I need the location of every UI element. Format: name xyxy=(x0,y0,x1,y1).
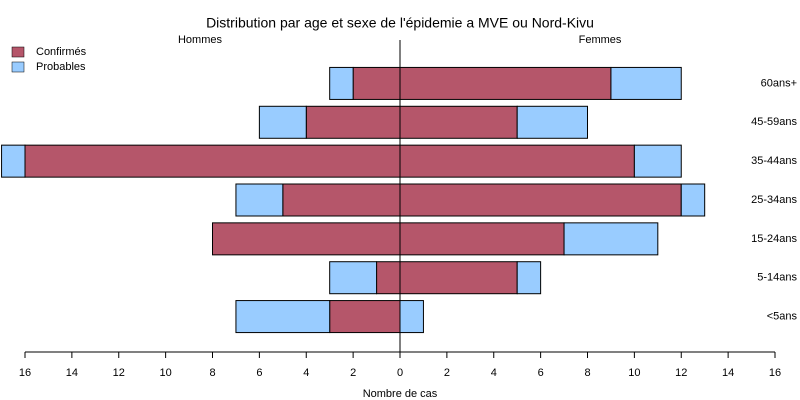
bar xyxy=(282,183,401,217)
x-tick-label: 0 xyxy=(397,367,403,379)
bar xyxy=(258,105,307,139)
bar xyxy=(680,183,706,217)
bar xyxy=(399,105,518,139)
legend-swatch xyxy=(11,46,25,58)
bar xyxy=(235,300,331,334)
bar xyxy=(376,261,401,295)
legend-swatch xyxy=(11,61,25,73)
bar xyxy=(1,144,26,178)
x-tick-label: 6 xyxy=(256,367,262,379)
category-label: 60ans+ xyxy=(761,77,797,89)
bar xyxy=(329,300,401,334)
chart-title: Distribution par age et sexe de l'épidem… xyxy=(206,15,594,31)
x-tick-label: 10 xyxy=(160,367,172,379)
bar xyxy=(235,183,284,217)
category-label: 35-44ans xyxy=(751,155,797,167)
x-tick-label: 16 xyxy=(769,367,781,379)
x-tick-label: 14 xyxy=(722,367,734,379)
bar xyxy=(399,300,424,334)
bar xyxy=(633,144,682,178)
x-axis-label: Nombre de cas xyxy=(363,388,438,400)
bar xyxy=(399,261,518,295)
bar xyxy=(563,222,659,256)
x-tick-label: 12 xyxy=(113,367,125,379)
category-label: 5-14ans xyxy=(757,272,797,284)
x-tick-label: 8 xyxy=(584,367,590,379)
bar xyxy=(352,66,401,100)
left-label: Hommes xyxy=(178,34,223,46)
x-tick-label: 12 xyxy=(675,367,687,379)
x-tick-label: 4 xyxy=(303,367,309,379)
category-label: 25-34ans xyxy=(751,194,797,206)
category-label: <5ans xyxy=(767,310,798,322)
bar xyxy=(516,105,588,139)
legend-label: Confirmés xyxy=(36,46,87,58)
bar xyxy=(399,144,635,178)
bar xyxy=(305,105,401,139)
legend-label: Probables xyxy=(36,61,86,73)
bar xyxy=(516,261,542,295)
x-tick-label: 10 xyxy=(628,367,640,379)
category-label: 15-24ans xyxy=(751,233,797,245)
x-tick-label: 2 xyxy=(350,367,356,379)
bar xyxy=(610,66,682,100)
x-tick-label: 2 xyxy=(444,367,450,379)
x-tick-label: 6 xyxy=(538,367,544,379)
bar xyxy=(212,222,401,256)
bar xyxy=(399,66,612,100)
bar xyxy=(399,222,565,256)
bar xyxy=(24,144,401,178)
category-label: 45-59ans xyxy=(751,116,797,128)
x-tick-label: 16 xyxy=(19,367,31,379)
bar xyxy=(329,261,378,295)
x-tick-label: 14 xyxy=(66,367,78,379)
bar xyxy=(329,66,354,100)
right-label: Femmes xyxy=(579,34,622,46)
bar xyxy=(399,183,682,217)
x-tick-label: 4 xyxy=(491,367,497,379)
x-tick-label: 8 xyxy=(209,367,215,379)
